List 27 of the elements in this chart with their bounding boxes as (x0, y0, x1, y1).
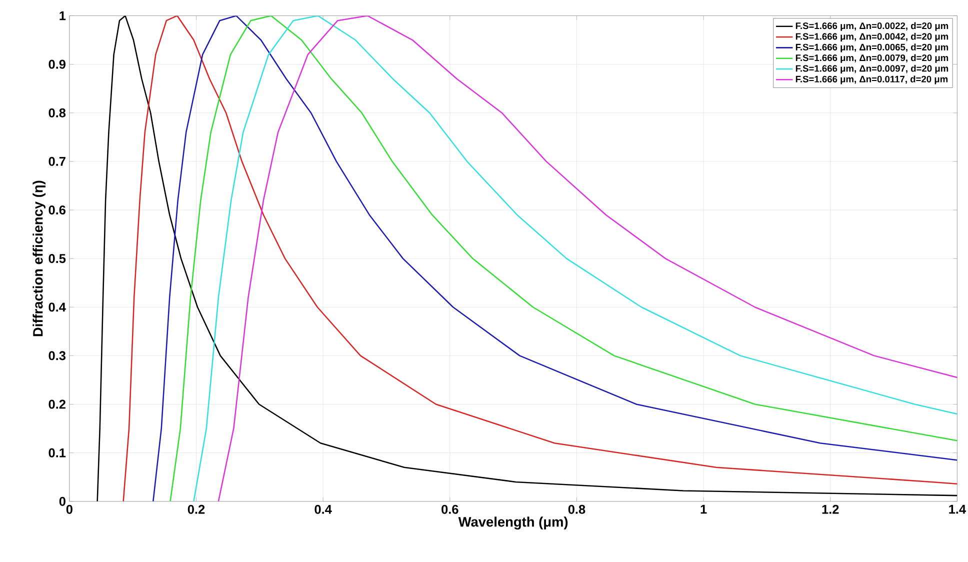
x-tick-label: 1 (700, 504, 707, 514)
y-tick-label: 0 (59, 496, 66, 506)
legend-label: F.S=1.666 μm, Δn=0.0079, d=20 μm (796, 54, 948, 63)
x-tick-label: 1.2 (822, 504, 839, 514)
y-tick-label: 0.5 (48, 254, 66, 263)
y-tick-label: 0.1 (48, 448, 66, 458)
y-tick-label: 0.6 (48, 205, 66, 214)
legend-label: F.S=1.666 μm, Δn=0.0097, d=20 μm (796, 64, 948, 74)
legend-label: F.S=1.666 μm, Δn=0.0042, d=20 μm (796, 32, 948, 42)
x-tick-label: 0.2 (188, 504, 205, 514)
y-tick-label: 0.2 (48, 400, 66, 409)
x-tick-label: 0 (66, 504, 72, 514)
legend-label: F.S=1.666 μm, Δn=0.0065, d=20 μm (796, 43, 948, 52)
x-tick-label: 0.6 (442, 504, 458, 514)
y-tick-label: 0.4 (48, 302, 66, 312)
y-tick-label: 1 (60, 11, 66, 20)
y-tick-label: 0.9 (48, 60, 66, 69)
x-axis-title: Wavelength (μm) (458, 516, 568, 530)
y-tick-label: 0.8 (48, 108, 66, 118)
y-tick-label: 0.3 (48, 350, 66, 360)
legend-label: F.S=1.666 μm, Δn=0.0022, d=20 μm (796, 22, 948, 31)
x-tick-label: 0.8 (568, 504, 586, 514)
y-tick-label: 0.7 (48, 156, 66, 166)
legend-label: F.S=1.666 μm, Δn=0.0117, d=20 μm (796, 75, 948, 84)
x-tick-label: 1.4 (949, 504, 966, 514)
y-axis-title: Diffraction efficiency (η) (32, 180, 46, 336)
x-tick-label: 0.4 (314, 504, 332, 514)
